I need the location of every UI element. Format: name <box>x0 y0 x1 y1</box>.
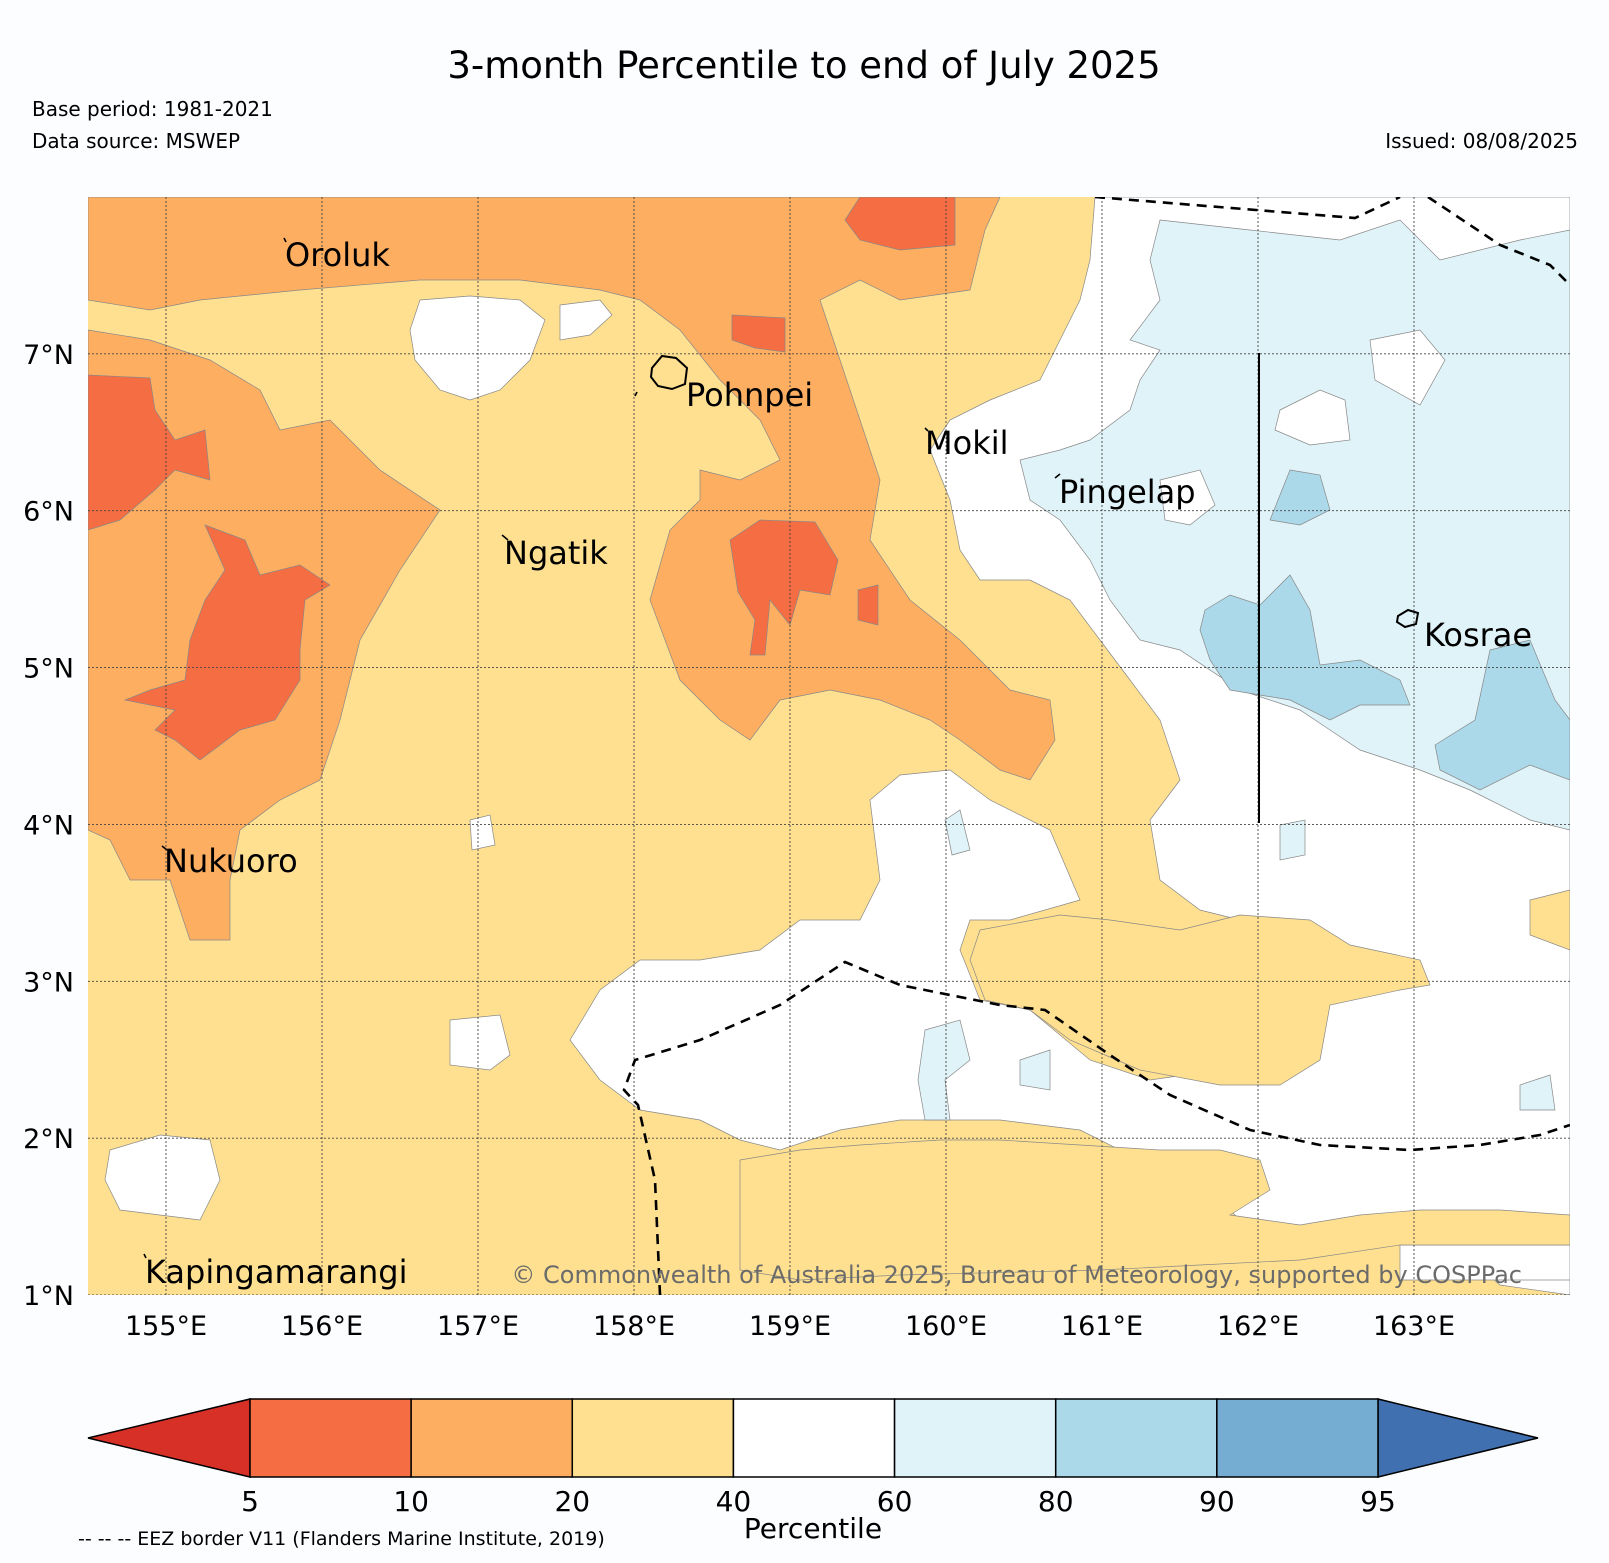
pohnpei-reef-icon <box>634 391 638 397</box>
place-label-mokil: Mokil <box>925 424 1009 462</box>
zone-40-60-pocket-ne <box>1369 329 1446 406</box>
colorbar-tick-label: 40 <box>716 1485 752 1518</box>
place-label-pohnpei: Pohnpei <box>686 376 813 414</box>
zone-40-60-pocket-east <box>1274 389 1351 446</box>
zone-40-60-islet <box>469 814 496 851</box>
zone-5-10-northeast <box>844 197 956 251</box>
gridlines <box>88 197 1570 1295</box>
place-label-kapingamarangi: Kapingamarangi <box>145 1253 407 1291</box>
lon-tick-label: 162°E <box>1217 1311 1299 1342</box>
lon-tick-label: 158°E <box>593 1311 675 1342</box>
colorbar-tick-label: 60 <box>877 1485 913 1518</box>
zone-5-10-west <box>88 374 211 531</box>
zone-5-10-pohnpei <box>731 314 786 353</box>
eez-border-south <box>622 960 1570 1295</box>
data-source: Data source: MSWEP <box>32 129 240 153</box>
zone-40-60-pocket-pingelap <box>1159 469 1216 526</box>
colorbar-bin-60-80 <box>893 1398 1057 1478</box>
kosrae-island-icon <box>1395 608 1420 629</box>
zone-20-40-far-east <box>1529 889 1570 951</box>
base-period: Base period: 1981-2021 <box>32 97 273 121</box>
colorbar-tick-labels: 5 10 20 40 60 80 90 95 <box>241 1485 1396 1518</box>
oroluk-islet-icon <box>283 237 287 243</box>
zone-60-80-islet-5 <box>1519 1074 1556 1111</box>
colorbar-bin-90-95 <box>1216 1398 1379 1478</box>
zone-20-40-south-band <box>739 1139 1570 1281</box>
zone-80-90-kosrae-west <box>1199 574 1411 721</box>
map-area: Oroluk Pohnpei Mokil Pingelap Ngatik Kos… <box>88 197 1570 1295</box>
lat-tick-label: 3°N <box>23 967 74 998</box>
colorbar-tick-label: 90 <box>1199 1485 1235 1518</box>
lon-tick-label: 157°E <box>437 1311 519 1342</box>
colorbar-bin-40-60 <box>732 1398 896 1478</box>
zone-80-90-pingelap-east <box>1269 469 1331 526</box>
lon-tick-label: 159°E <box>749 1311 831 1342</box>
zone-5-10-patch <box>857 584 879 626</box>
lat-tick-label: 2°N <box>23 1124 74 1155</box>
lat-tick-label: 1°N <box>23 1281 74 1312</box>
lon-tick-label: 163°E <box>1373 1311 1455 1342</box>
pohnpei-island-icon <box>649 354 689 391</box>
lon-tick-label: 161°E <box>1061 1311 1143 1342</box>
lat-tick-label: 7°N <box>23 340 74 371</box>
eez-legend-note: -- -- -- EEZ border V11 (Flanders Marine… <box>78 1528 605 1550</box>
colorbar-label: Percentile <box>744 1512 882 1545</box>
percentile-field <box>88 197 1570 1295</box>
ngatik-islet-icon <box>501 534 509 541</box>
zone-20-40-east-strip <box>969 914 1431 1086</box>
zone-40-60-southwest <box>104 1134 221 1221</box>
colorbar-tick-label: 95 <box>1360 1485 1396 1518</box>
colorbar-bin-80-90 <box>1054 1398 1218 1478</box>
place-label-kosrae: Kosrae <box>1424 616 1532 654</box>
copyright-notice: © Commonwealth of Australia 2025, Bureau… <box>511 1261 1522 1289</box>
eez-border-north <box>1094 197 1401 220</box>
zone-10-20-north <box>88 197 1056 781</box>
zone-40-60-north-pocket <box>409 295 546 401</box>
colorbar-bin-5-10 <box>249 1398 412 1478</box>
eez-borders <box>622 197 1570 1295</box>
figure-title: 3-month Percentile to end of July 2025 <box>447 44 1160 87</box>
place-label-oroluk: Oroluk <box>285 236 390 274</box>
zone-60-80-islet-4 <box>1019 1049 1051 1091</box>
place-label-ngatik: Ngatik <box>504 534 608 572</box>
lon-tick-label: 156°E <box>281 1311 363 1342</box>
zone-80-90-kosrae-east <box>1434 639 1570 791</box>
colorbar-tick-label: 20 <box>554 1485 590 1518</box>
zone-60-80-islet-3 <box>1279 819 1306 861</box>
issued-date: Issued: 08/08/2025 <box>1385 129 1578 153</box>
kapinga-islet-icon <box>143 1253 147 1259</box>
zone-60-80-islet-1 <box>944 809 971 856</box>
place-labels: Oroluk Pohnpei Mokil Pingelap Ngatik Kos… <box>145 236 1532 1291</box>
mokil-islet-icon <box>924 427 929 432</box>
lat-tick-label: 6°N <box>23 497 74 528</box>
colorbar-tick-label: 10 <box>393 1485 429 1518</box>
eez-border-northeast <box>1427 197 1570 286</box>
lat-tick-label: 4°N <box>23 810 74 841</box>
place-label-pingelap: Pingelap <box>1059 473 1196 511</box>
colorbar-bin-20-40 <box>571 1398 735 1478</box>
lat-tick-label: 5°N <box>23 654 74 685</box>
zone-40-60-north-pocket-2 <box>559 299 613 341</box>
lat-tick-labels: 1°N 2°N 3°N 4°N 5°N 6°N 7°N <box>23 340 74 1312</box>
colorbar-bin-10-20 <box>410 1398 574 1478</box>
pingelap-islet-icon <box>1054 473 1061 479</box>
colorbar-tick-label: 5 <box>241 1485 259 1518</box>
colorbar <box>87 1398 1539 1478</box>
nukuoro-islet-icon <box>161 845 168 851</box>
place-label-nukuoro: Nukuoro <box>164 842 298 880</box>
lon-tick-label: 155°E <box>125 1311 207 1342</box>
lon-tick-label: 160°E <box>905 1311 987 1342</box>
colorbar-extend-above <box>1377 1398 1539 1478</box>
zone-40-60-south-pocket <box>449 1014 511 1071</box>
zone-5-10-southwest <box>123 524 331 761</box>
islet-markers <box>143 237 1061 1259</box>
colorbar-extend-below <box>87 1398 251 1478</box>
colorbar-tick-label: 80 <box>1038 1485 1074 1518</box>
lon-tick-labels: 155°E 156°E 157°E 158°E 159°E 160°E 161°E 162°E… <box>125 1311 1455 1342</box>
zone-60-80-islet-2 <box>917 1019 971 1121</box>
